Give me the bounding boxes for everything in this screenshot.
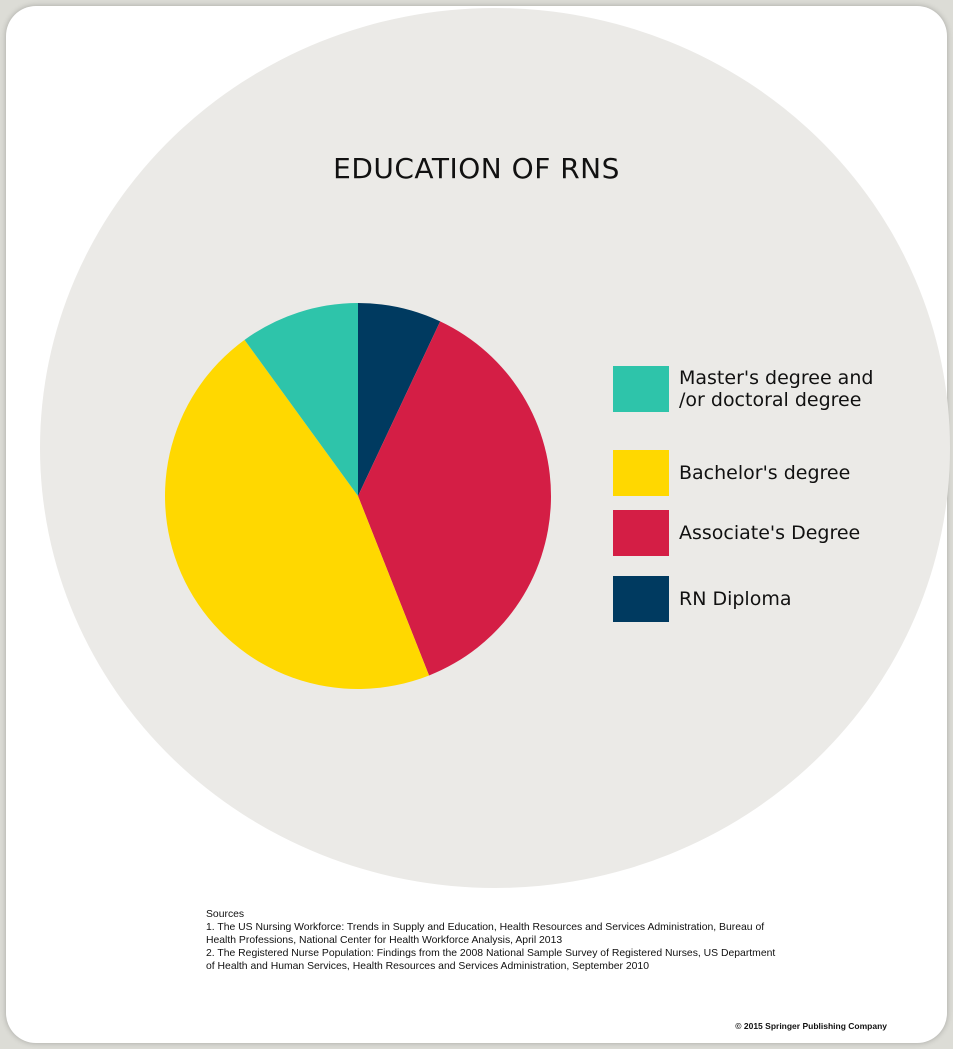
legend-swatch <box>613 366 669 412</box>
copyright-text: © 2015 Springer Publishing Company <box>735 1021 887 1031</box>
sources-block: Sources 1. The US Nursing Workforce: Tre… <box>206 908 886 973</box>
pie-slice-associate-s-degree <box>358 321 551 676</box>
legend-label: Bachelor's degree <box>679 462 851 484</box>
legend-swatch <box>613 510 669 556</box>
source-item-1: 1. The US Nursing Workforce: Trends in S… <box>206 922 765 946</box>
legend-label: RN Diploma <box>679 588 792 610</box>
legend-item-master-s-degree-and-or-doctoral-degree: Master's degree and /or doctoral degree <box>613 366 909 412</box>
source-item-2: 2. The Registered Nurse Population: Find… <box>206 948 776 972</box>
legend-item-rn-diploma: RN Diploma <box>613 576 909 622</box>
legend-swatch <box>613 576 669 622</box>
legend-label: Master's degree and /or doctoral degree <box>679 367 874 411</box>
legend-item-bachelor-s-degree: Bachelor's degree <box>613 450 909 496</box>
legend-label: Associate's Degree <box>679 522 861 544</box>
pie-slice-bachelor-s-degree <box>165 339 430 689</box>
sources-heading: Sources <box>206 909 245 920</box>
legend-swatch <box>613 450 669 496</box>
pie-slice-rn-diploma <box>358 303 441 496</box>
chart-title: EDUCATION OF RNS <box>333 152 620 185</box>
legend-item-associate-s-degree: Associate's Degree <box>613 510 909 556</box>
pie-chart <box>165 303 551 689</box>
pie-slice-master-s-degree-and-or-doctoral-degree <box>244 303 358 496</box>
